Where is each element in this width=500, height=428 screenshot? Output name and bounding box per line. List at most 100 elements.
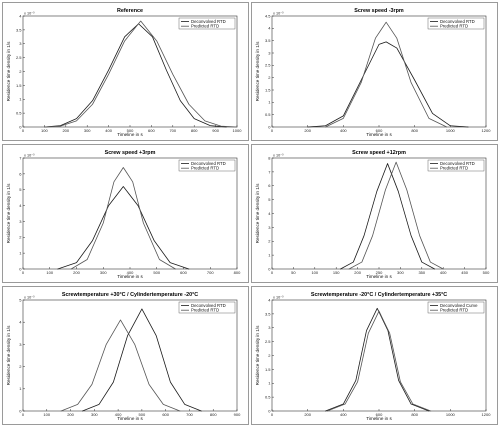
y-tick-label: 0.5 (265, 395, 271, 400)
x-tick-label: 350 (418, 270, 425, 275)
chart-title: Screwtemperature -20°C / Cylindertempera… (311, 292, 447, 298)
x-tick-label: 800 (411, 128, 418, 133)
y-tick-label: 2.5 (16, 55, 22, 60)
x-tick-label: 600 (180, 270, 187, 275)
chart-title: Screw speed +3rpm (105, 150, 156, 156)
series-line-predicted (70, 167, 176, 270)
legend-label: Predicted RTD (440, 308, 468, 313)
y-axis-label: Residence time density in 1/s (6, 325, 11, 385)
legend-label: Predicted RTD (191, 308, 219, 313)
legend-label: Predicted RTD (440, 24, 468, 29)
x-tick-label: 400 (340, 412, 347, 417)
x-tick-label: 250 (376, 270, 383, 275)
y-tick-label: 5 (19, 187, 22, 192)
y-tick-label: 1 (19, 251, 22, 256)
y-tick-label: 2 (19, 69, 22, 74)
chart-panel-screw-speed-plus-12: Screw speed +12rpm x 10⁻³ 0 50 100 150 200 250 3… (251, 144, 498, 283)
legend-box (178, 159, 236, 172)
series-line-predicted (325, 21, 448, 128)
series-line-predicted (326, 310, 432, 412)
y-tick-label: 1.5 (265, 87, 271, 92)
x-tick-label: 400 (440, 270, 447, 275)
legend-label: Deconvolved RTD (440, 19, 475, 24)
x-tick-label: 100 (43, 412, 50, 417)
x-axis-label: Timeline in s (117, 274, 143, 279)
x-tick-label: 400 (127, 270, 134, 275)
x-tick-label: 150 (333, 270, 340, 275)
chart-svg: Screwtemperature +30°C / Cylindertempera… (6, 292, 241, 421)
x-tick-label: 800 (234, 270, 241, 275)
y-tick-label: 0 (19, 408, 22, 413)
y-tick-label: 3 (268, 225, 271, 230)
y-tick-label: 3.5 (16, 27, 22, 32)
y-tick-label: 7 (19, 155, 22, 160)
y-tick-label: 1 (19, 97, 22, 102)
x-tick-label: 200 (67, 412, 74, 417)
x-tick-label: 0 (22, 412, 25, 417)
plot-area (22, 157, 238, 270)
x-tick-label: 0 (271, 412, 274, 417)
legend-box (178, 17, 236, 30)
chart-svg: Reference x 10⁻³ 0 100 200 300 400 500 600 700 800… (6, 8, 242, 137)
x-tick-label: 1200 (482, 412, 492, 417)
legend-label: Predicted RTD (440, 166, 468, 171)
chart-panel-screw-plus30-cyl-minus20: Screwtemperature +30°C / Cylindertempera… (2, 286, 249, 425)
y-tick-label: 2.5 (265, 339, 271, 344)
x-tick-label: 900 (234, 412, 241, 417)
legend-box (427, 17, 485, 30)
x-tick-label: 800 (411, 412, 418, 417)
x-tick-label: 400 (340, 128, 347, 133)
series-line-deconvolved (82, 308, 202, 412)
y-tick-label: 7 (268, 169, 271, 174)
y-tick-label: 4 (19, 203, 22, 208)
x-tick-label: 500 (127, 128, 134, 133)
y-tick-label: 2 (19, 364, 22, 369)
series-line-deconvolved (307, 41, 469, 128)
x-tick-label: 450 (461, 270, 468, 275)
y-tick-label: 8 (268, 155, 271, 160)
x-tick-label: 500 (153, 270, 160, 275)
legend-label: Deconvolved RTD (191, 161, 226, 166)
legend-label: Predicted RTD (191, 166, 219, 171)
x-tick-label: 600 (376, 412, 383, 417)
y-tick-label: 0 (19, 124, 22, 129)
x-tick-label: 300 (91, 412, 98, 417)
series-line-predicted (60, 319, 181, 412)
y-tick-label: 4 (19, 320, 22, 325)
y-tick-label: 3.5 (265, 311, 271, 316)
y-tick-label: 5 (268, 197, 271, 202)
legend-box (427, 301, 485, 314)
legend-label: Deconvolved RTD (191, 19, 226, 24)
y-tick-label: 2.5 (265, 63, 271, 68)
x-tick-label: 0 (271, 270, 274, 275)
y-exponent-label: x 10⁻³ (24, 296, 35, 300)
y-tick-label: 1 (19, 386, 22, 391)
y-axis-label: Residence time density in 1/s (255, 41, 260, 101)
y-tick-label: 1.5 (265, 367, 271, 372)
y-tick-label: 0.5 (16, 111, 22, 116)
y-exponent-label: x 10⁻³ (273, 154, 284, 158)
x-tick-label: 100 (46, 270, 53, 275)
y-axis-label: Residence time density in 1/s (255, 325, 260, 385)
y-tick-label: 1 (268, 381, 271, 386)
series-line-predicted (348, 161, 444, 270)
y-tick-label: 4 (268, 297, 271, 302)
y-tick-label: 0 (268, 408, 271, 413)
y-exponent-label: x 10⁻³ (24, 154, 35, 158)
plot-area (22, 299, 238, 412)
y-tick-label: 4 (268, 26, 271, 31)
x-tick-label: 50 (291, 270, 296, 275)
chart-panel-screw-minus20-cyl-plus35: Screwtemperature -20°C / Cylindertempera… (251, 286, 498, 425)
y-tick-label: 0 (19, 266, 22, 271)
chart-panel-screw-speed-minus-3: Screw speed -3rpm x 10⁻³ 0 200 400 600 800 1000… (251, 2, 498, 141)
y-tick-label: 2 (268, 75, 271, 80)
x-tick-label: 0 (22, 128, 25, 133)
legend-box (427, 159, 485, 172)
y-tick-label: 2 (268, 353, 271, 358)
x-tick-label: 1200 (482, 128, 492, 133)
y-tick-label: 3 (19, 342, 22, 347)
x-tick-label: 700 (169, 128, 176, 133)
y-axis-label: Residence time density in 1/s (255, 183, 260, 243)
x-axis-label: Timeline in s (366, 132, 392, 137)
chart-title: Reference (117, 8, 143, 14)
